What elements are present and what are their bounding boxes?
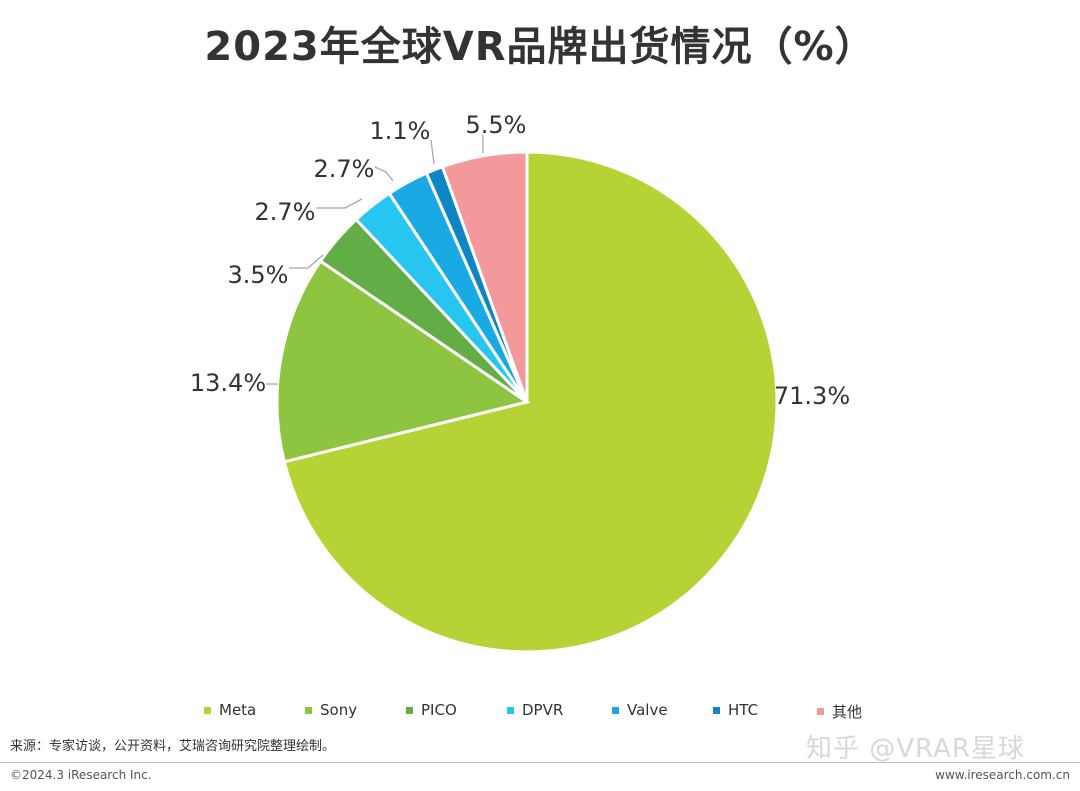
legend-swatch [406,706,413,714]
pie-slices [275,150,779,654]
legend-swatch [713,706,720,714]
leader-line-Valve [374,166,394,182]
pie-slice-Sony [275,258,531,464]
data-label-Valve: 2.7% [314,155,375,183]
data-label-Sony: 13.4% [190,369,266,397]
legend-swatch [204,706,211,714]
footer-divider [0,762,1080,763]
legend-item-HTC: HTC [713,701,758,719]
legend-item-Meta: Meta [204,701,256,719]
legend-label: DPVR [522,701,564,719]
data-label-HTC: 1.1% [370,117,431,145]
legend-swatch [305,706,312,714]
legend-item-Valve: Valve [612,701,668,719]
legend-item-DPVR: DPVR [507,701,563,719]
pie-slice-Meta [282,150,779,654]
pie-chart: 71.3% 13.4% 3.5% 2.7% 2.7% 1.1% 5.5% [190,111,850,654]
source-note: 来源：专家访谈，公开资料，艾瑞咨询研究院整理绘制。 [10,739,336,754]
legend-label: Valve [627,701,668,719]
legend-item-Sony: Sony [305,701,357,719]
chart-title: 2023年全球VR品牌出货情况（%） [204,24,876,70]
legend-label: HTC [728,701,759,719]
legend-label: 其他 [832,703,863,721]
copyright-text: ©2024.3 iResearch Inc. [10,768,152,782]
legend-label: Sony [320,701,358,719]
leader-lines [266,135,484,385]
data-label-Meta: 71.3% [774,382,850,410]
legend-swatch [612,706,619,714]
watermark: 知乎 @VRAR星球 [806,734,1025,764]
legend-swatch [507,706,514,714]
leader-line-HTC [430,139,435,165]
legend-label: Meta [219,701,257,719]
legend-swatch [817,708,824,715]
leader-line-DPVR [316,198,363,209]
website-link[interactable]: www.iresearch.com.cn [935,768,1070,782]
data-label-DPVR: 2.7% [255,198,316,226]
data-labels: 71.3% 13.4% 3.5% 2.7% 2.7% 1.1% 5.5% [190,111,850,410]
pie-slice-其他 [440,150,529,403]
data-label-PICO: 3.5% [228,261,289,289]
data-label-其他: 5.5% [466,111,527,139]
legend-item-其他: 其他 [817,701,862,722]
legend: Meta Sony PICO DPVR Valve HTC 其他 [0,701,1080,723]
legend-label: PICO [421,701,457,719]
legend-item-PICO: PICO [406,701,457,719]
leader-line-PICO [289,254,324,269]
